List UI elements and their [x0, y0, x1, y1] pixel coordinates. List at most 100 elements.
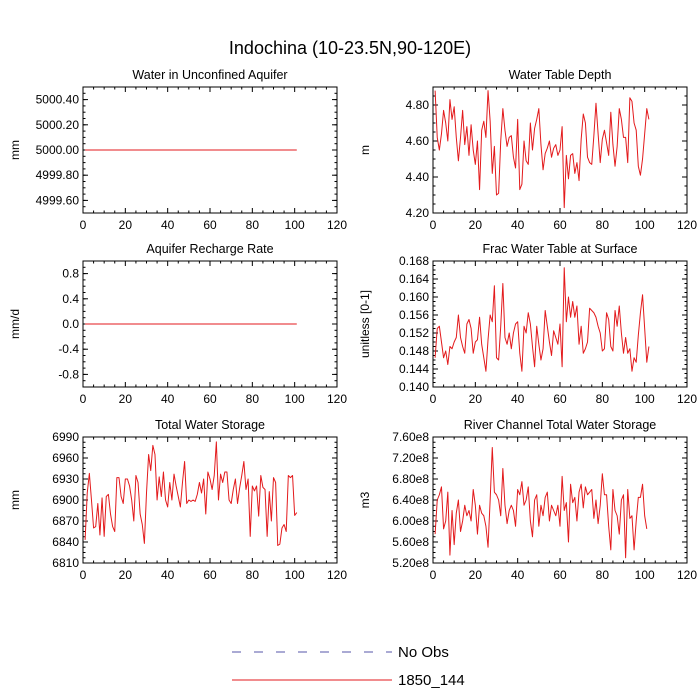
x-tick-label: 60 [553, 568, 567, 582]
plot-frame [82, 436, 338, 564]
y-tick-label: 0.160 [399, 290, 429, 304]
x-tick-label: 100 [285, 568, 305, 582]
y-tick-label: 6930 [52, 472, 79, 486]
x-tick-label: 60 [203, 392, 217, 406]
y-tick-label: 4999.60 [36, 193, 80, 207]
y-tick-label: 6.00e8 [392, 514, 429, 528]
x-tick-label: 0 [430, 392, 437, 406]
x-tick-label: 60 [203, 218, 217, 232]
y-tick-label: 0.144 [399, 362, 429, 376]
legend-label-no-obs: No Obs [398, 644, 449, 661]
x-tick-label: 40 [511, 218, 525, 232]
legend-item-no-obs: No Obs [232, 644, 449, 661]
y-tick-label: 6840 [52, 535, 79, 549]
y-tick-label: 4.60 [406, 134, 430, 148]
series-line-1850_144 [434, 267, 650, 372]
y-tick-label: 0.140 [399, 380, 429, 394]
x-tick-label: 0 [80, 568, 87, 582]
x-tick-label: 60 [553, 392, 567, 406]
x-tick-label: 100 [635, 218, 655, 232]
y-tick-label: 0.152 [399, 326, 429, 340]
y-tick-label: 5.20e8 [392, 556, 429, 570]
x-tick-label: 80 [596, 392, 610, 406]
y-axis-label: unitless [0-1] [358, 290, 372, 358]
y-tick-label: 0.4 [62, 292, 79, 306]
panel-5: Total Water Storage 0 20 40 60 80 100 120 6810 68… [8, 418, 347, 582]
x-tick-label: 0 [430, 218, 437, 232]
legend-item-1850-144: 1850_144 [232, 672, 465, 689]
x-tick-label: 0 [80, 392, 87, 406]
series-line-1850_144 [434, 447, 648, 559]
y-tick-label: 5000.40 [36, 93, 80, 107]
y-tick-label: -0.4 [58, 342, 79, 356]
y-tick-label: 0.168 [399, 254, 429, 268]
x-tick-label: 40 [161, 218, 175, 232]
y-tick-label: 0.0 [62, 317, 79, 331]
y-axis-label: mm [8, 140, 22, 160]
x-tick-label: 20 [469, 392, 483, 406]
y-tick-label: 4.40 [406, 170, 430, 184]
panel-title: Total Water Storage [155, 418, 265, 432]
y-tick-label: 5.60e8 [392, 535, 429, 549]
y-tick-label: 6960 [52, 451, 79, 465]
panels: Water in Unconfined Aquifer 0 20 40 60 80 100 1… [8, 68, 697, 582]
legend-label-1850-144: 1850_144 [398, 672, 465, 689]
x-tick-label: 100 [285, 218, 305, 232]
y-tick-label: 4.80 [406, 98, 430, 112]
panel-title: Water in Unconfined Aquifer [132, 68, 287, 82]
plot-frame [432, 436, 688, 564]
x-tick-label: 120 [677, 392, 697, 406]
y-tick-label: 6900 [52, 493, 79, 507]
x-tick-label: 120 [327, 568, 347, 582]
x-tick-label: 20 [469, 218, 483, 232]
x-tick-label: 100 [635, 568, 655, 582]
panel-title: Frac Water Table at Surface [483, 242, 638, 256]
x-tick-label: 80 [246, 392, 260, 406]
x-tick-label: 100 [285, 392, 305, 406]
y-tick-label: 0.164 [399, 272, 429, 286]
y-tick-label: 6.40e8 [392, 493, 429, 507]
panel-6: River Channel Total Water Storage 0 20 40 60… [358, 418, 697, 582]
y-tick-label: 6990 [52, 430, 79, 444]
y-tick-label: 6870 [52, 514, 79, 528]
y-tick-label: 0.8 [62, 267, 79, 281]
x-tick-label: 20 [119, 218, 133, 232]
x-tick-label: 120 [327, 218, 347, 232]
x-tick-label: 100 [635, 392, 655, 406]
y-tick-label: 4999.80 [36, 168, 80, 182]
x-tick-label: 20 [119, 392, 133, 406]
y-tick-label: 5000.20 [36, 118, 80, 132]
y-tick-label: 6810 [52, 556, 79, 570]
series-line-1850_144 [434, 90, 650, 209]
x-tick-label: 120 [677, 568, 697, 582]
y-tick-label: 6.80e8 [392, 472, 429, 486]
x-tick-label: 0 [430, 568, 437, 582]
y-axis-label: mm [8, 490, 22, 510]
y-tick-label: 0.148 [399, 344, 429, 358]
x-tick-label: 40 [511, 568, 525, 582]
x-tick-label: 60 [553, 218, 567, 232]
y-axis-label: m [358, 145, 372, 155]
x-tick-label: 80 [246, 218, 260, 232]
figure-title: Indochina (10-23.5N,90-120E) [229, 38, 471, 58]
y-tick-label: 7.20e8 [392, 451, 429, 465]
x-tick-label: 80 [596, 568, 610, 582]
panel-title: Water Table Depth [509, 68, 612, 82]
x-tick-label: 120 [327, 392, 347, 406]
y-tick-label: 0.156 [399, 308, 429, 322]
panel-2: Water Table Depth 0 20 40 60 80 100 120 4.20 4.40… [358, 68, 697, 232]
panel-1: Water in Unconfined Aquifer 0 20 40 60 80 100 1… [8, 68, 347, 232]
y-tick-label: 7.60e8 [392, 430, 429, 444]
panel-3: Aquifer Recharge Rate 0 20 40 60 80 100 120 -0.8… [8, 242, 347, 406]
x-tick-label: 80 [596, 218, 610, 232]
x-tick-label: 40 [161, 568, 175, 582]
x-tick-label: 20 [119, 568, 133, 582]
panel-title: Aquifer Recharge Rate [146, 242, 273, 256]
y-tick-label: 4.20 [406, 206, 430, 220]
x-tick-label: 60 [203, 568, 217, 582]
y-tick-label: 5000.00 [36, 143, 80, 157]
legend: No Obs 1850_144 [232, 644, 465, 689]
x-tick-label: 20 [469, 568, 483, 582]
panel-4: Frac Water Table at Surface 0 20 40 60 80 100 1… [358, 242, 697, 406]
